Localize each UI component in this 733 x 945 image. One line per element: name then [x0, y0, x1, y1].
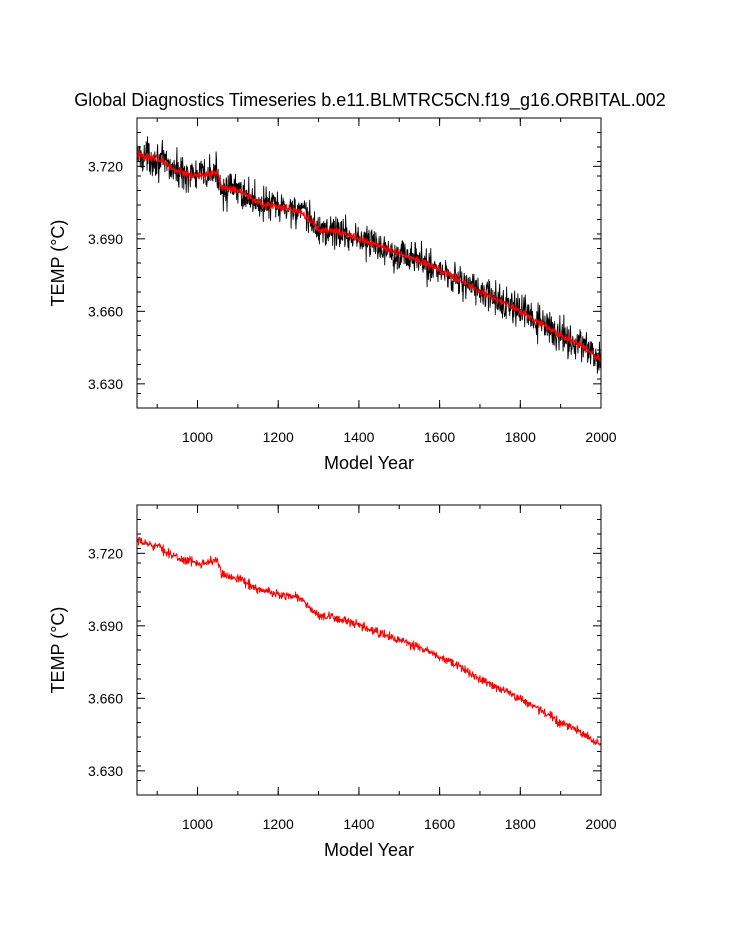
y-tick-label-top: 3.690: [88, 231, 123, 247]
y-tick-label-bottom: 3.630: [88, 763, 123, 779]
x-tick-label-top: 1200: [263, 429, 294, 445]
series-group-bottom: [136, 536, 602, 746]
x-axis-title-bottom: Model Year: [324, 840, 414, 860]
plot-frame-bottom: [136, 504, 602, 796]
y-tick-label-top: 3.720: [88, 158, 123, 174]
x-tick-label-bottom: 2000: [585, 816, 616, 832]
x-tick-label-bottom: 1800: [505, 816, 536, 832]
figure-title: Global Diagnostics Timeseries b.e11.BLMT…: [74, 90, 666, 111]
x-tick-label-top: 1400: [343, 429, 374, 445]
y-axis-title-top: TEMP (°C): [48, 220, 68, 307]
x-tick-label-top: 2000: [585, 429, 616, 445]
y-tick-label-top: 3.660: [88, 303, 123, 319]
y-tick-label-top: 3.630: [88, 376, 123, 392]
x-axis-title-top: Model Year: [324, 453, 414, 473]
chart-panel-bottom: 1000 1200 1400 1600 1800 2000 3.630 3.660 3.690 3…: [48, 504, 617, 860]
ticks-group-top: 1000 1200 1400 1600 1800 2000 3.630 3.660 3.690 3…: [88, 117, 617, 445]
x-tick-label-top: 1800: [505, 429, 536, 445]
y-tick-label-bottom: 3.690: [88, 618, 123, 634]
y-axis-title-bottom: TEMP (°C): [48, 607, 68, 694]
ticks-group-bottom: 1000 1200 1400 1600 1800 2000 3.630 3.660 3.690 3…: [88, 504, 617, 832]
series-group-top: [136, 136, 602, 374]
y-tick-label-bottom: 3.660: [88, 690, 123, 706]
series-line-smoothed-top: [136, 149, 602, 363]
plot-frame-top: [136, 117, 602, 409]
series-line-smoothed-bottom: [136, 536, 602, 746]
y-tick-label-bottom: 3.720: [88, 545, 123, 561]
x-tick-label-bottom: 1400: [343, 816, 374, 832]
x-tick-label-bottom: 1000: [182, 816, 213, 832]
x-tick-label-bottom: 1200: [263, 816, 294, 832]
x-tick-label-top: 1600: [424, 429, 455, 445]
x-tick-label-bottom: 1600: [424, 816, 455, 832]
chart-panel-top: 1000 1200 1400 1600 1800 2000 3.630 3.660 3.690 3…: [48, 117, 617, 473]
x-tick-label-top: 1000: [182, 429, 213, 445]
